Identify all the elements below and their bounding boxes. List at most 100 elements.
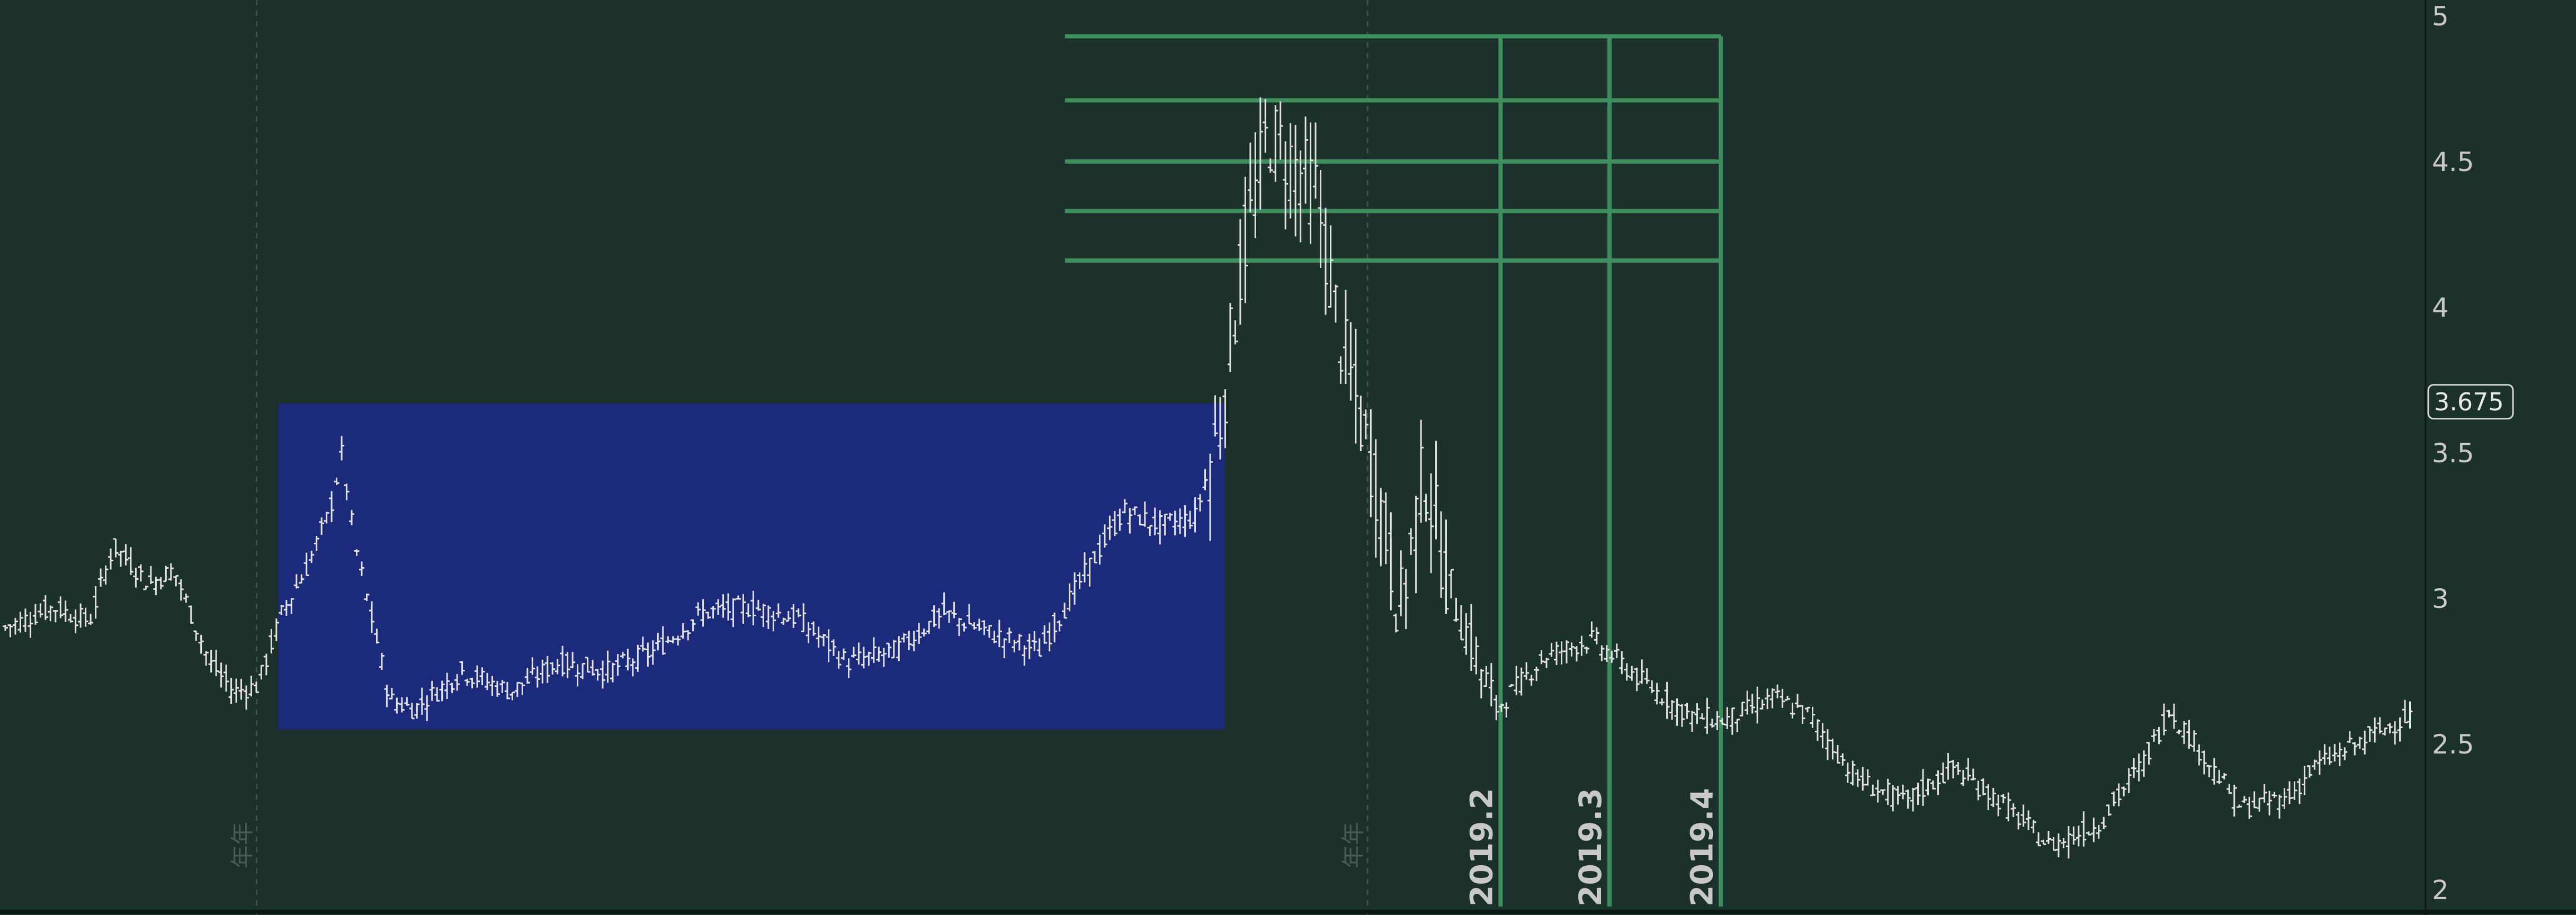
price-bar <box>68 614 74 623</box>
vertical-marker-label: 2019.3 <box>1572 788 1608 907</box>
price-bar <box>2377 717 2383 734</box>
price-bar <box>540 660 545 684</box>
price-bar <box>861 647 866 669</box>
vertical-markers: 2019.2 2019.3 2019.4 <box>1463 36 1723 907</box>
price-bar <box>12 617 18 635</box>
price-bar <box>2206 765 2212 777</box>
price-bar <box>600 660 606 689</box>
price-bar <box>811 621 817 636</box>
price-bar <box>28 612 33 638</box>
price-bar <box>745 603 751 617</box>
price-bar <box>806 622 811 643</box>
price-bar <box>826 629 831 662</box>
price-bar <box>781 617 786 625</box>
price-bar <box>2247 796 2252 819</box>
price-bar <box>1674 698 1680 726</box>
price-bar <box>469 677 475 688</box>
price-bar <box>1970 768 1976 781</box>
price-bar <box>2111 791 2117 806</box>
price-bar <box>750 590 756 625</box>
price-bar <box>1428 473 1434 573</box>
price-bar <box>1348 322 1354 401</box>
price-bar <box>530 657 535 675</box>
price-bar <box>1026 633 1032 659</box>
price-bar <box>1167 513 1173 521</box>
price-bar <box>961 622 967 632</box>
price-bar <box>434 687 440 702</box>
price-bar <box>2267 791 2273 815</box>
price-bar <box>986 625 992 638</box>
price-bar <box>705 612 711 619</box>
price-bar <box>1719 718 1725 725</box>
price-bar <box>1915 783 1921 805</box>
price-bar <box>52 609 58 623</box>
price-bar <box>1112 511 1117 536</box>
price-bar <box>1779 688 1785 708</box>
price-bar <box>78 603 84 628</box>
price-bar <box>1162 513 1168 536</box>
price-bar <box>263 653 269 676</box>
price-bar <box>2061 838 2067 848</box>
price-bar <box>580 662 586 679</box>
price-bar <box>1363 409 1368 439</box>
price-bar <box>775 603 781 618</box>
price-bar <box>303 552 309 576</box>
price-bar <box>2116 783 2122 806</box>
y-tick-label: 3 <box>2432 584 2449 614</box>
y-tick-label: 3.5 <box>2432 438 2474 469</box>
price-bar <box>1925 778 1931 795</box>
price-bar <box>1142 501 1148 527</box>
price-bar <box>299 574 305 584</box>
price-bar <box>665 636 671 643</box>
price-bar <box>339 436 345 461</box>
price-bar <box>2136 753 2142 782</box>
price-bar <box>881 648 887 667</box>
price-bar <box>1373 439 1379 558</box>
price-bar <box>1790 703 1795 719</box>
price-bar <box>1408 528 1414 555</box>
price-bar <box>168 563 174 581</box>
price-bar <box>2347 731 2353 743</box>
price-bar <box>2387 723 2393 734</box>
price-bar <box>2166 710 2172 717</box>
price-bar <box>58 596 64 618</box>
price-bar <box>2312 759 2318 770</box>
price-bar <box>1850 760 1856 786</box>
period-separator-label: 年年 <box>1340 822 1367 868</box>
price-bar <box>374 629 380 644</box>
price-bar <box>2327 747 2332 765</box>
price-bar <box>771 611 776 632</box>
price-bar <box>630 658 636 677</box>
price-bar <box>32 604 38 625</box>
price-bar <box>319 517 325 535</box>
price-bar <box>655 633 661 651</box>
price-bar <box>1097 534 1103 565</box>
price-bar <box>1378 488 1384 567</box>
price-bar <box>1524 662 1529 680</box>
price-bar <box>1006 627 1012 643</box>
price-bar <box>1855 769 1861 787</box>
price-bars <box>3 97 2413 859</box>
price-bar <box>258 665 264 680</box>
price-bar <box>2382 727 2388 735</box>
price-bar <box>414 703 420 719</box>
price-bar <box>1463 613 1469 655</box>
highlight-range-box[interactable] <box>278 403 1225 730</box>
price-bar <box>1634 667 1640 692</box>
price-bar <box>2226 784 2232 794</box>
price-bar <box>379 652 384 670</box>
price-bar <box>1052 613 1058 643</box>
price-bar <box>1639 659 1645 684</box>
price-bar <box>1082 552 1088 583</box>
price-bar <box>1328 225 1334 308</box>
price-bar <box>369 601 374 633</box>
price-bar <box>1965 758 1971 781</box>
price-bar <box>851 647 856 658</box>
price-bar <box>2241 796 2247 803</box>
price-bar <box>203 651 209 666</box>
price-bar <box>2006 792 2011 822</box>
price-bar <box>1975 781 1981 801</box>
price-bar <box>761 604 766 627</box>
price-bar <box>1624 663 1630 681</box>
